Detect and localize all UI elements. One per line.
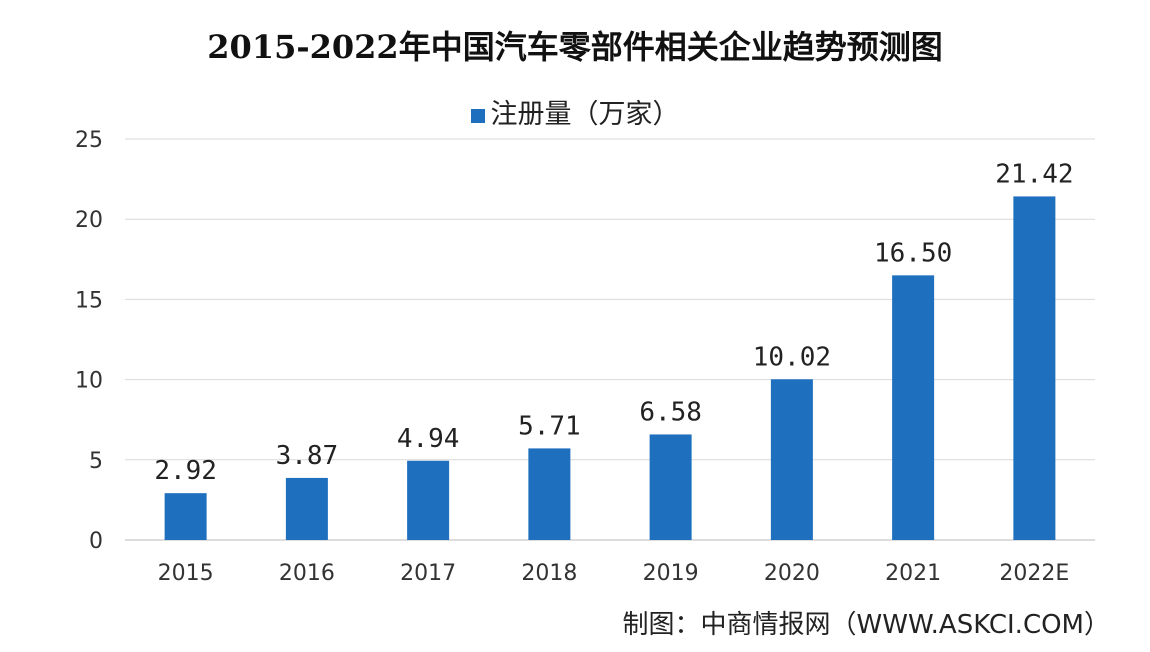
y-tick-label: 0 [89, 529, 103, 554]
x-tick-label: 2019 [643, 561, 699, 586]
y-tick-label: 25 [75, 128, 103, 153]
source-note: 制图：中商情报网（WWW.ASKCI.COM） [622, 610, 1110, 640]
bar [528, 448, 571, 540]
legend: 注册量（万家） [0, 92, 1150, 131]
x-tick-label: 2018 [521, 561, 577, 586]
data-label: 21.42 [995, 159, 1073, 189]
bar [892, 275, 935, 540]
bar [285, 477, 328, 540]
y-tick-label: 10 [75, 369, 103, 394]
data-label: 5.71 [518, 411, 581, 441]
x-tick-label: 2021 [885, 561, 941, 586]
data-label: 6.58 [639, 397, 702, 427]
data-label: 2.92 [154, 456, 217, 486]
data-label: 16.50 [874, 238, 952, 268]
data-label: 10.02 [753, 342, 831, 372]
bar [770, 379, 813, 540]
x-tick-label: 2022E [999, 561, 1069, 586]
bar [649, 434, 692, 540]
data-label: 3.87 [276, 441, 339, 471]
y-tick-label: 20 [75, 208, 103, 233]
y-tick-label: 15 [75, 288, 103, 313]
data-label: 4.94 [397, 424, 460, 454]
y-tick-label: 5 [89, 449, 103, 474]
bar [164, 493, 207, 540]
x-tick-label: 2017 [400, 561, 456, 586]
legend-swatch [470, 108, 485, 123]
x-tick-label: 2016 [279, 561, 335, 586]
bar [407, 460, 450, 540]
chart-title: 2015-2022年中国汽车零部件相关企业趋势预测图 [207, 28, 943, 66]
x-tick-label: 2015 [158, 561, 214, 586]
x-tick-label: 2020 [764, 561, 820, 586]
legend-label: 注册量（万家） [490, 99, 680, 130]
bar [1013, 196, 1056, 540]
